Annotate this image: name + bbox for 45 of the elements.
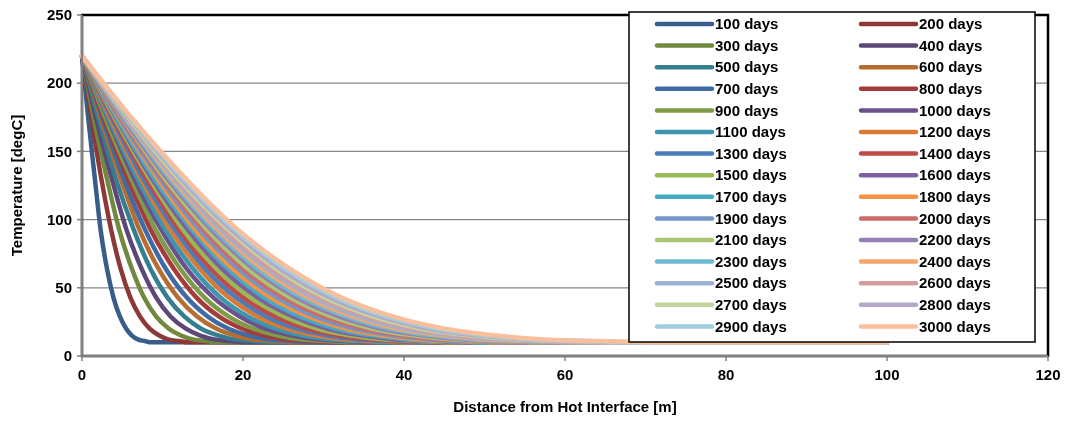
x-tick-label: 60: [556, 366, 574, 383]
legend-label: 1200 days: [919, 123, 991, 141]
y-tick-label: 50: [55, 279, 72, 297]
legend-label: 1000 days: [919, 101, 991, 119]
x-tick-label: 100: [874, 366, 900, 383]
legend-label: 2500 days: [715, 274, 787, 292]
legend-label: 1600 days: [919, 166, 991, 184]
legend-label: 500 days: [715, 58, 779, 76]
legend-label: 2100 days: [715, 231, 787, 249]
legend-label: 300 days: [715, 36, 779, 54]
legend-label: 400 days: [919, 36, 983, 54]
legend-label: 2200 days: [919, 231, 991, 249]
y-tick-label: 0: [63, 347, 72, 365]
legend-label: 2700 days: [715, 296, 787, 314]
x-tick-label: 120: [1035, 366, 1061, 383]
legend-label: 800 days: [919, 80, 983, 98]
legend-label: 600 days: [919, 58, 983, 76]
legend-label: 2600 days: [919, 274, 991, 292]
y-axis-title: Temperature [degC]: [8, 114, 25, 257]
x-tick-label: 0: [77, 366, 87, 383]
x-axis-title: Distance from Hot Interface [m]: [453, 398, 677, 415]
legend-label: 1900 days: [715, 209, 787, 227]
legend-label: 2000 days: [919, 209, 991, 227]
legend-label: 700 days: [715, 80, 779, 98]
legend-label: 2400 days: [919, 252, 991, 270]
legend-label: 1100 days: [715, 123, 786, 141]
y-tick-label: 200: [46, 74, 72, 92]
legend-label: 2900 days: [715, 317, 787, 335]
y-tick-label: 150: [46, 142, 72, 160]
legend-label: 2800 days: [919, 296, 991, 314]
y-tick-label: 100: [46, 210, 72, 228]
legend-label: 1700 days: [715, 188, 787, 206]
legend-label: 1400 days: [919, 144, 991, 162]
y-tick-label: 250: [46, 6, 72, 24]
legend-label: 200 days: [919, 15, 983, 33]
legend-label: 1500 days: [715, 166, 787, 184]
legend-label: 1800 days: [919, 188, 991, 206]
legend-label: 100 days: [715, 15, 779, 33]
x-tick-label: 40: [395, 366, 413, 383]
legend-label: 3000 days: [919, 317, 991, 335]
x-tick-label: 20: [234, 366, 252, 383]
legend-label: 1300 days: [715, 144, 787, 162]
legend-label: 900 days: [715, 101, 779, 119]
x-tick-label: 80: [717, 366, 735, 383]
legend-label: 2300 days: [715, 252, 787, 270]
